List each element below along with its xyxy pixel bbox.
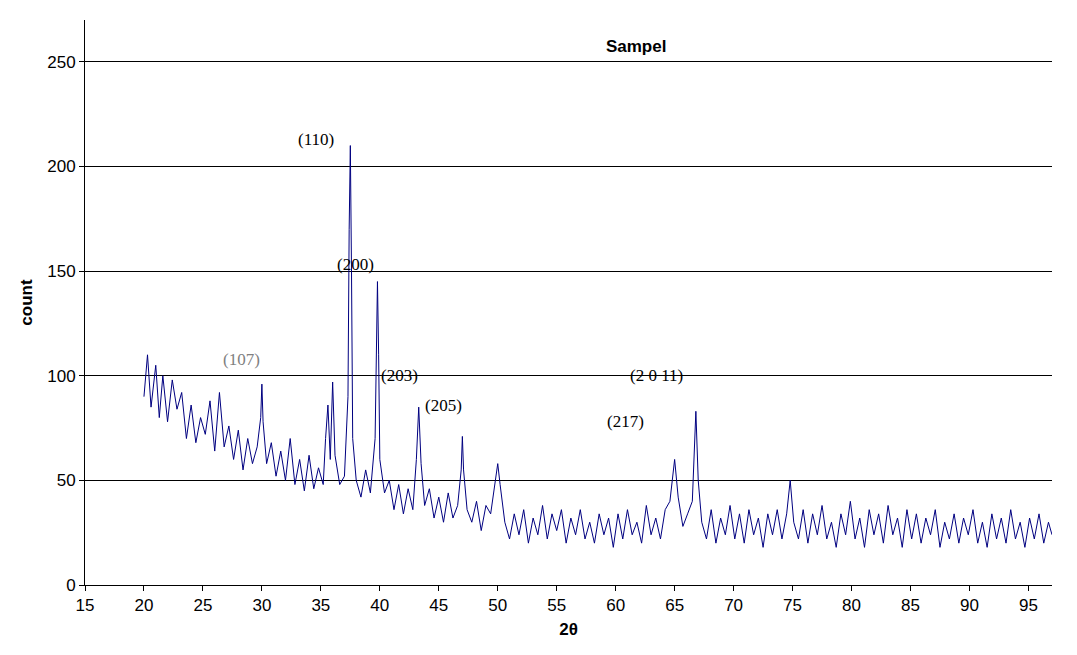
svg-text:(217): (217) xyxy=(607,412,644,431)
svg-text:45: 45 xyxy=(429,596,448,615)
svg-text:15: 15 xyxy=(76,596,95,615)
svg-text:70: 70 xyxy=(724,596,743,615)
svg-text:50: 50 xyxy=(57,471,76,490)
svg-text:150: 150 xyxy=(47,262,75,281)
svg-text:20: 20 xyxy=(134,596,153,615)
svg-text:200: 200 xyxy=(47,157,75,176)
svg-text:50: 50 xyxy=(488,596,507,615)
svg-text:85: 85 xyxy=(901,596,920,615)
svg-text:35: 35 xyxy=(311,596,330,615)
svg-text:100: 100 xyxy=(47,367,75,386)
svg-text:75: 75 xyxy=(783,596,802,615)
svg-text:(2 0 11): (2 0 11) xyxy=(630,366,683,385)
svg-text:(203): (203) xyxy=(381,366,418,385)
svg-text:40: 40 xyxy=(370,596,389,615)
svg-text:Sampel: Sampel xyxy=(606,37,666,56)
svg-text:80: 80 xyxy=(842,596,861,615)
svg-text:(205): (205) xyxy=(425,396,462,415)
svg-text:count: count xyxy=(17,279,36,326)
svg-text:90: 90 xyxy=(960,596,979,615)
svg-text:2θ: 2θ xyxy=(559,620,578,639)
svg-text:250: 250 xyxy=(47,53,75,72)
svg-text:(200): (200) xyxy=(337,255,374,274)
svg-text:(107): (107) xyxy=(223,350,260,369)
svg-text:60: 60 xyxy=(606,596,625,615)
svg-text:55: 55 xyxy=(547,596,566,615)
svg-text:(110): (110) xyxy=(298,130,334,149)
svg-text:30: 30 xyxy=(252,596,271,615)
svg-text:0: 0 xyxy=(66,576,75,595)
svg-text:25: 25 xyxy=(193,596,212,615)
svg-text:65: 65 xyxy=(665,596,684,615)
svg-text:95: 95 xyxy=(1019,596,1038,615)
